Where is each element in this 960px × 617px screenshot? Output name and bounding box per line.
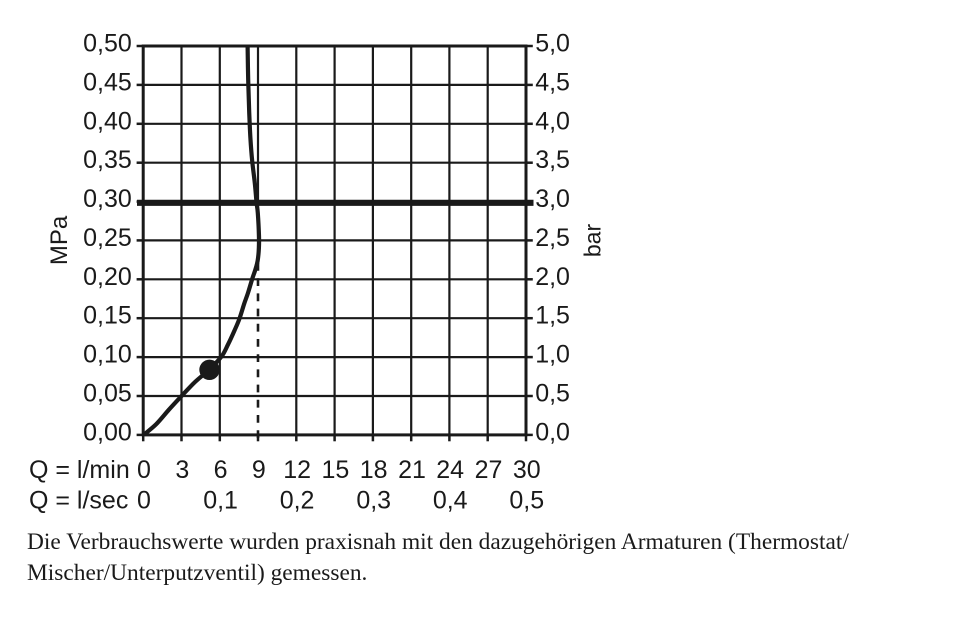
svg-text:0,25: 0,25 [83, 224, 132, 252]
svg-text:3: 3 [175, 456, 189, 484]
svg-text:6: 6 [214, 456, 228, 484]
svg-text:0,05: 0,05 [83, 380, 132, 408]
svg-text:3,5: 3,5 [535, 146, 570, 174]
svg-text:4,5: 4,5 [535, 68, 570, 96]
svg-text:1,0: 1,0 [535, 341, 570, 369]
svg-text:0,35: 0,35 [83, 146, 132, 174]
svg-text:0,3: 0,3 [356, 487, 391, 515]
svg-text:0,1: 0,1 [203, 487, 238, 515]
svg-text:0,20: 0,20 [83, 263, 132, 291]
svg-text:0: 0 [137, 456, 151, 484]
svg-text:21: 21 [398, 456, 426, 484]
svg-text:3,0: 3,0 [535, 185, 570, 213]
svg-text:1,5: 1,5 [535, 302, 570, 330]
svg-text:2,5: 2,5 [535, 224, 570, 252]
svg-text:0,0: 0,0 [535, 418, 570, 446]
svg-text:0,15: 0,15 [83, 302, 132, 330]
svg-text:bar: bar [580, 224, 606, 258]
svg-text:2,0: 2,0 [535, 263, 570, 291]
svg-text:MPa: MPa [46, 215, 73, 265]
svg-text:0,5: 0,5 [509, 487, 544, 515]
svg-text:0,4: 0,4 [433, 487, 468, 515]
svg-text:Q = l/min: Q = l/min [29, 456, 130, 484]
svg-text:24: 24 [436, 456, 464, 484]
svg-text:0,30: 0,30 [83, 185, 132, 213]
svg-text:9: 9 [252, 456, 266, 484]
svg-text:0,00: 0,00 [83, 418, 132, 446]
svg-text:4,0: 4,0 [535, 107, 570, 135]
svg-text:0: 0 [137, 487, 151, 515]
svg-text:27: 27 [475, 456, 503, 484]
svg-text:18: 18 [360, 456, 388, 484]
svg-text:0,40: 0,40 [83, 107, 132, 135]
svg-text:0,50: 0,50 [83, 30, 132, 58]
svg-text:0,45: 0,45 [83, 68, 132, 96]
svg-text:5,0: 5,0 [535, 30, 570, 58]
svg-text:15: 15 [321, 456, 349, 484]
svg-text:30: 30 [513, 456, 541, 484]
svg-text:12: 12 [283, 456, 311, 484]
svg-text:0,10: 0,10 [83, 341, 132, 369]
svg-text:Q = l/sec: Q = l/sec [29, 487, 128, 515]
svg-text:0,5: 0,5 [535, 380, 570, 408]
svg-text:0,2: 0,2 [280, 487, 315, 515]
